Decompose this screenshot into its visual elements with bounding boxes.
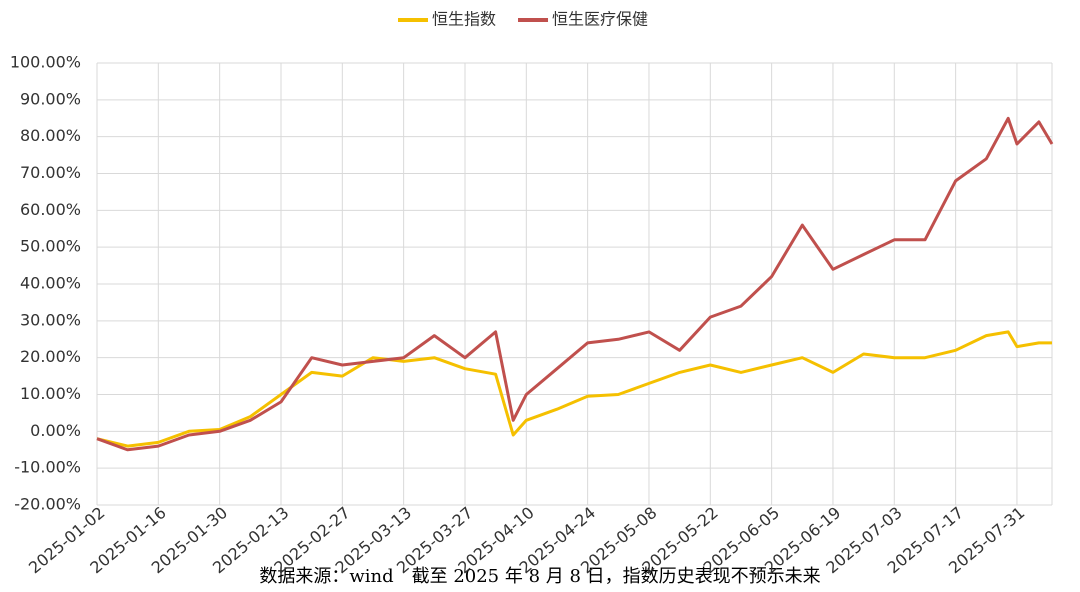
source-note: 数据来源：wind 截至 2025 年 8 月 8 日，指数历史表现不预示未来 [259, 566, 820, 587]
y-tick-label: -10.00% [14, 458, 81, 477]
y-tick-label: 60.00% [20, 200, 81, 219]
y-tick-label: 70.00% [20, 163, 81, 182]
series-line [96, 330, 1052, 448]
y-tick-label: 40.00% [20, 274, 81, 293]
y-tick-label: 90.00% [20, 89, 81, 108]
legend-label: 恒生指数 [432, 10, 496, 29]
series-line [96, 116, 1054, 452]
y-tick-label: 80.00% [20, 126, 81, 145]
y-tick-label: 50.00% [20, 237, 81, 256]
y-tick-label: 100.00% [10, 53, 81, 72]
y-tick-label: 10.00% [20, 384, 81, 403]
y-tick-label: 30.00% [20, 310, 81, 329]
y-tick-label: 20.00% [20, 347, 81, 366]
y-tick-label: 0.00% [30, 421, 81, 440]
legend-label: 恒生医疗保健 [552, 10, 648, 29]
y-tick-label: -20.00% [14, 495, 81, 514]
